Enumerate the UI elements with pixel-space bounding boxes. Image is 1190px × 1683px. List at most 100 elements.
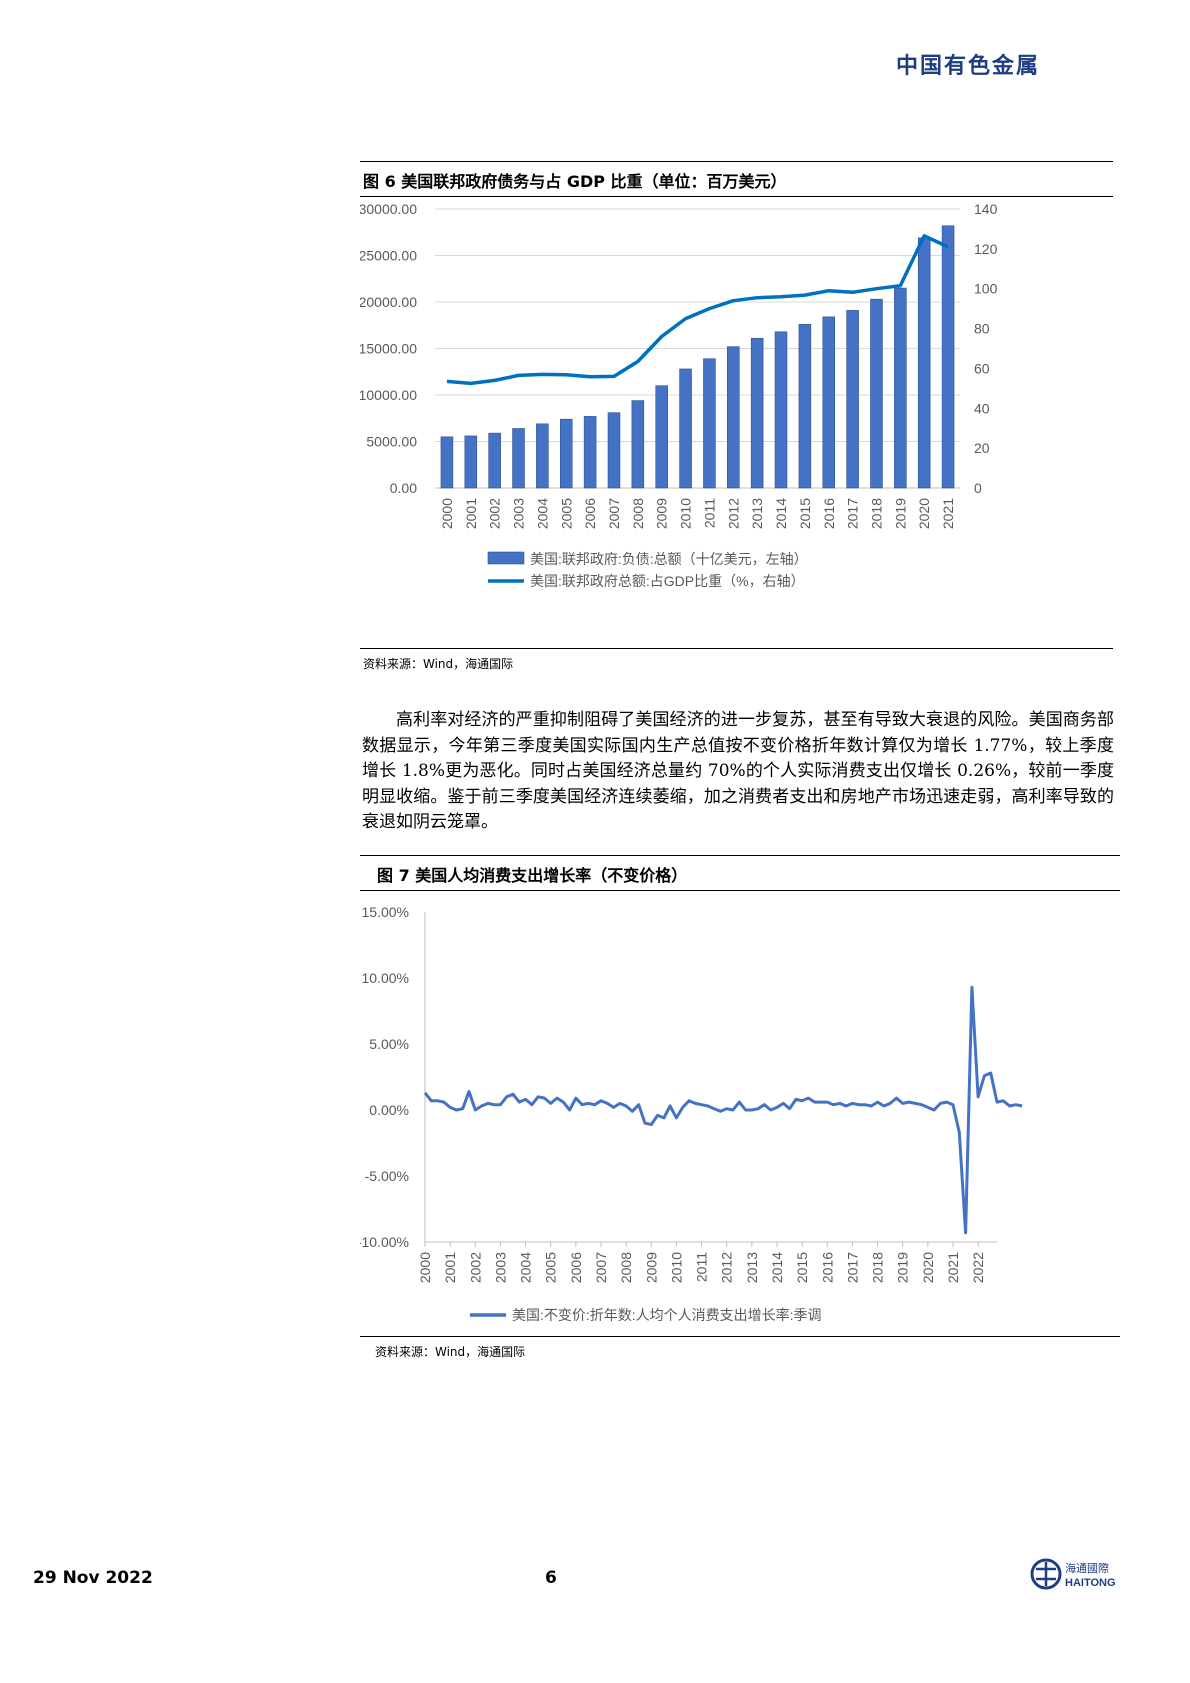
x-tick-label: 2009: [643, 1252, 659, 1283]
bar: [822, 316, 836, 489]
y-right-tick-label: 120: [974, 241, 998, 257]
bar: [870, 298, 883, 489]
bar: [440, 436, 454, 489]
y-tick-label: -10.00%: [360, 1234, 409, 1250]
y-left-tick-label: 0.00: [390, 480, 417, 496]
bar: [583, 416, 597, 489]
bar: [727, 346, 740, 489]
x-tick-label: 2007: [593, 1252, 609, 1283]
x-tick-label: 2012: [719, 1252, 735, 1283]
x-tick-label: 2004: [534, 498, 550, 529]
series-line-consumption: [423, 985, 1023, 1235]
fig6-title: 图 6 美国联邦政府债务与占 GDP 比重（单位：百万美元）: [363, 172, 787, 191]
fig7-bottom-rule: [360, 1336, 1120, 1337]
y-tick-label: -5.00%: [365, 1168, 409, 1184]
bar: [536, 423, 549, 489]
x-tick-label: 2016: [821, 498, 837, 529]
x-tick-label: 2014: [773, 498, 789, 529]
x-tick-label: 2013: [749, 498, 765, 529]
x-tick-label: 2000: [439, 498, 455, 529]
x-tick-label: 2018: [868, 498, 884, 529]
x-tick-label: 2002: [467, 1252, 483, 1283]
logo-text-en: HAITONG: [1065, 1577, 1116, 1589]
legend-label-line: 美国:联邦政府总额:占GDP比重（%，右轴）: [530, 573, 805, 589]
bar: [798, 324, 812, 489]
x-tick-label: 2001: [463, 498, 479, 529]
y-left-tick-label: 10000.00: [360, 387, 417, 403]
bar: [894, 287, 907, 489]
bar: [846, 310, 859, 489]
y-tick-label: 0.00%: [369, 1102, 409, 1118]
x-tick-label: 2020: [920, 1252, 936, 1283]
x-tick-label: 2021: [945, 1252, 961, 1283]
fig6-bottom-rule: [360, 648, 1113, 649]
x-tick-label: 2014: [769, 1252, 785, 1283]
x-tick-label: 2001: [442, 1252, 458, 1283]
fig7-top-rule: [360, 855, 1120, 856]
y-right-tick-label: 140: [974, 201, 998, 217]
y-tick-label: 5.00%: [369, 1036, 409, 1052]
y-right-tick-label: 0: [974, 480, 982, 496]
y-tick-label: 15.00%: [362, 904, 409, 920]
bar: [750, 337, 764, 489]
x-tick-label: 2003: [511, 498, 527, 529]
body-paragraph: 高利率对经济的严重抑制阻碍了美国经济的进一步复苏，甚至有导致大衰退的风险。美国商…: [362, 710, 1114, 832]
x-tick-label: 2019: [892, 498, 908, 529]
footer-date: 29 Nov 2022: [33, 1568, 153, 1588]
bar: [655, 385, 668, 489]
logo-text-cn: 海通國際: [1065, 1561, 1109, 1575]
x-tick-label: 2015: [797, 498, 813, 529]
y-left-tick-label: 30000.00: [360, 201, 417, 217]
x-tick-label: 2002: [487, 498, 503, 529]
x-tick-label: 2008: [630, 498, 646, 529]
bar: [941, 225, 955, 489]
legend-swatch-bar: [487, 551, 525, 565]
x-tick-label: 2003: [492, 1252, 508, 1283]
haitong-logo: 海通國際 HAITONG: [1030, 1558, 1116, 1590]
x-tick-label: 2006: [582, 498, 598, 529]
fig6-top-rule: [360, 161, 1113, 162]
x-tick-label: 2007: [606, 498, 622, 529]
x-tick-label: 2004: [518, 1252, 534, 1283]
y-right-tick-label: 20: [974, 440, 990, 456]
x-tick-label: 2013: [744, 1252, 760, 1283]
y-left-tick-label: 20000.00: [360, 294, 417, 310]
y-right-tick-label: 40: [974, 400, 990, 416]
page-number: 6: [545, 1568, 557, 1588]
x-tick-label: 2020: [916, 498, 932, 529]
fig6-source: 资料来源：Wind，海通国际: [363, 657, 514, 671]
bar: [607, 412, 621, 489]
x-tick-label: 2015: [794, 1252, 810, 1283]
y-right-tick-label: 60: [974, 360, 990, 376]
x-tick-label: 2008: [618, 1252, 634, 1283]
x-tick-label: 2009: [654, 498, 670, 529]
x-tick-label: 2016: [819, 1252, 835, 1283]
y-right-tick-label: 80: [974, 321, 990, 337]
x-tick-label: 2010: [678, 498, 694, 529]
x-tick-label: 2018: [870, 1252, 886, 1283]
legend-label-bar: 美国:联邦政府:负债:总额（十亿美元，左轴）: [530, 551, 808, 567]
y-right-tick-label: 100: [974, 281, 998, 297]
bar: [512, 428, 525, 489]
x-tick-label: 2022: [970, 1252, 986, 1283]
bar: [679, 368, 692, 489]
bar: [488, 432, 501, 489]
x-tick-label: 2021: [940, 498, 956, 529]
x-tick-label: 2017: [845, 498, 861, 529]
chart-consumption-growth: 15.00% 10.00% 5.00% 0.00% -5.00% -10.00% 2000 2…: [360, 904, 1023, 1323]
x-tick-label: 2006: [568, 1252, 584, 1283]
bar: [917, 237, 931, 489]
y-left-tick-label: 5000.00: [366, 434, 417, 450]
y-left-tick-label: 15000.00: [360, 341, 417, 357]
bar: [703, 358, 716, 489]
fig6-title-rule: [360, 196, 1113, 197]
bar: [464, 435, 478, 489]
x-tick-label: 2011: [701, 498, 717, 528]
legend-label-line: 美国:不变价:折年数:人均个人消费支出增长率:季调: [512, 1307, 822, 1323]
x-tick-label: 2010: [668, 1252, 684, 1283]
fig7-title: 图 7 美国人均消费支出增长率（不变价格）: [377, 866, 688, 885]
y-left-tick-label: 25000.00: [360, 248, 417, 264]
x-tick-label: 2017: [844, 1252, 860, 1283]
x-tick-label: 2019: [895, 1252, 911, 1283]
y-tick-label: 10.00%: [362, 970, 409, 986]
